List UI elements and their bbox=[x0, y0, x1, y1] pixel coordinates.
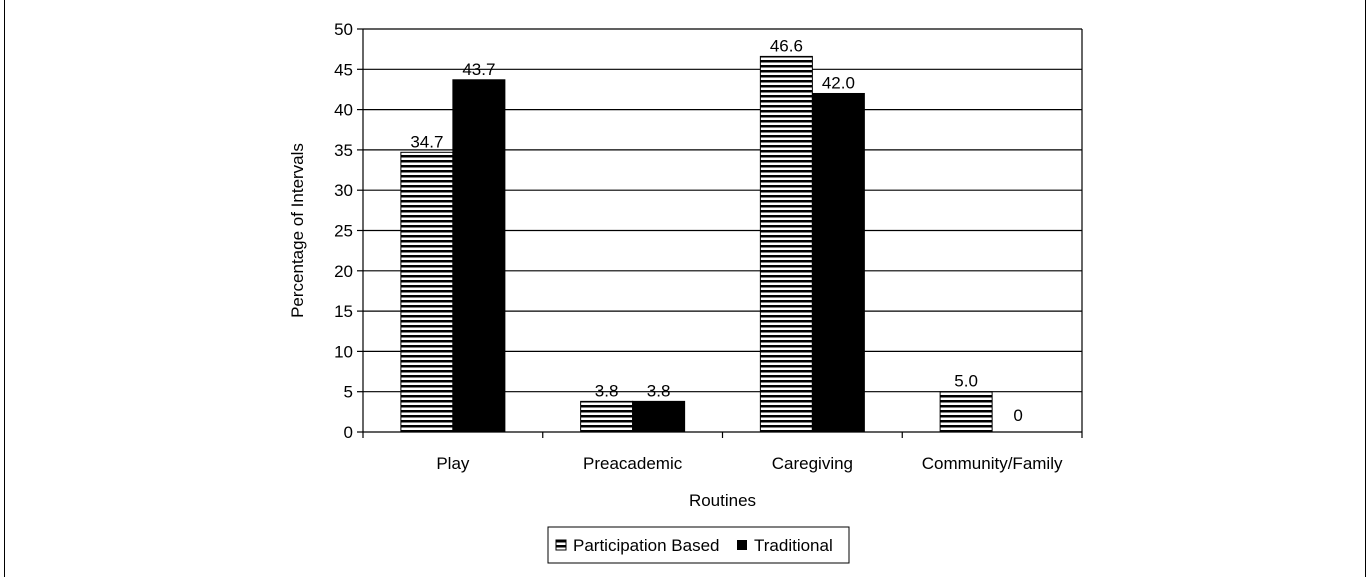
y-tick-label-10: 10 bbox=[334, 342, 353, 361]
value-label-participation-based-preacademic: 3.8 bbox=[595, 381, 619, 400]
bar-traditional-caregiving bbox=[811, 92, 865, 433]
y-tick-label-50: 50 bbox=[334, 20, 353, 39]
value-label-traditional-community-family: 0 bbox=[1013, 406, 1022, 425]
legend-swatch-traditional bbox=[737, 540, 747, 550]
value-label-participation-based-play: 34.7 bbox=[410, 132, 443, 151]
value-label-participation-based-community-family: 5.0 bbox=[954, 372, 978, 391]
bars bbox=[400, 55, 993, 433]
value-label-participation-based-caregiving: 46.6 bbox=[770, 36, 803, 55]
y-tick-label-40: 40 bbox=[334, 101, 353, 120]
y-tick-label-30: 30 bbox=[334, 181, 353, 200]
x-tick-label-play: Play bbox=[436, 454, 470, 473]
labels: 34.7 43.7 Play 3.8 3.8 Preacademic 46.6 42.0 Car… bbox=[334, 20, 1063, 473]
axes bbox=[357, 28, 1083, 438]
x-axis-title: Routines bbox=[689, 491, 756, 510]
x-tick-label-caregiving: Caregiving bbox=[772, 454, 853, 473]
x-tick-label-community-family: Community/Family bbox=[922, 454, 1063, 473]
legend-label-traditional: Traditional bbox=[754, 536, 833, 555]
legend-label-participation-based: Participation Based bbox=[573, 536, 719, 555]
chart-frame bbox=[4, 0, 1366, 577]
y-tick-label-15: 15 bbox=[334, 302, 353, 321]
y-tick-label-0: 0 bbox=[344, 423, 353, 442]
x-tick-label-preacademic: Preacademic bbox=[583, 454, 683, 473]
y-tick-label-35: 35 bbox=[334, 141, 353, 160]
legend-swatch-participation-based bbox=[555, 539, 567, 551]
bar-participation-based-preacademic bbox=[580, 400, 634, 433]
bar-traditional-preacademic bbox=[632, 400, 686, 433]
y-axis-title: Percentage of Intervals bbox=[288, 143, 307, 318]
y-tick-label-25: 25 bbox=[334, 222, 353, 241]
value-label-traditional-caregiving: 42.0 bbox=[822, 73, 855, 92]
y-tick-label-5: 5 bbox=[344, 383, 353, 402]
y-tick-label-45: 45 bbox=[334, 60, 353, 79]
y-tick-label-20: 20 bbox=[334, 262, 353, 281]
legend: Participation Based Traditional bbox=[547, 526, 850, 564]
gridlines bbox=[363, 28, 1083, 432]
bar-traditional-play bbox=[452, 79, 506, 433]
value-label-traditional-play: 43.7 bbox=[462, 60, 495, 79]
bar-participation-based-community-family bbox=[939, 391, 993, 433]
value-label-traditional-preacademic: 3.8 bbox=[647, 381, 671, 400]
bar-participation-based-caregiving bbox=[759, 55, 813, 433]
legend-box bbox=[547, 526, 850, 564]
bar-participation-based-play bbox=[400, 151, 454, 433]
